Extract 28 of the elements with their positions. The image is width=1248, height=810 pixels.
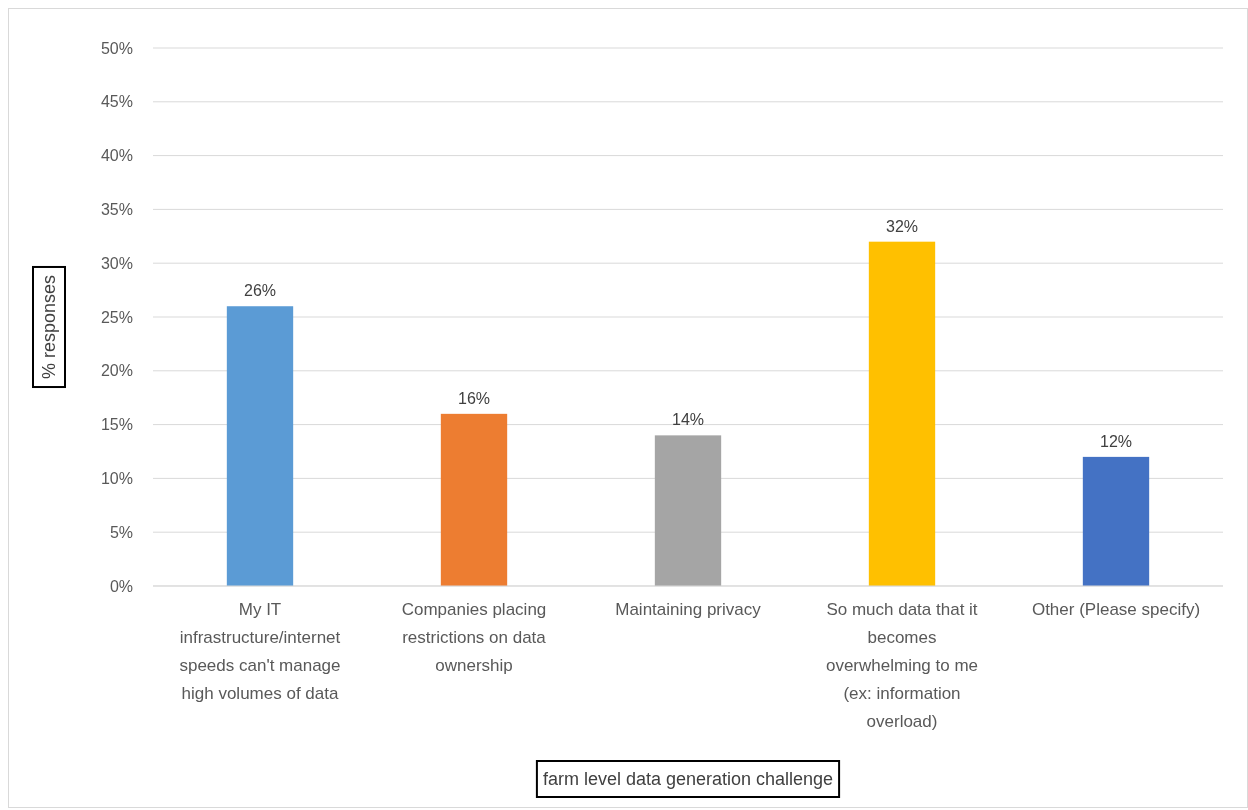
bar [440, 413, 508, 586]
y-tick-label: 25% [100, 308, 133, 326]
y-tick-label: 45% [100, 93, 133, 111]
data-label: 16% [457, 389, 491, 407]
x-tick-label: Maintaining privacy [615, 600, 762, 619]
data-label: 14% [671, 411, 705, 429]
y-tick-label: 5% [109, 523, 133, 541]
data-label: 32% [885, 217, 919, 235]
bar [654, 435, 722, 586]
y-tick-label: 35% [100, 201, 133, 218]
bar [1082, 456, 1150, 586]
y-tick-label: 50% [100, 39, 133, 57]
data-label: 26% [243, 282, 277, 300]
y-tick-label: 30% [100, 254, 133, 272]
bar [868, 241, 936, 586]
x-tick-label: So much data that it becomes overwhelming to me (ex: information overload) [825, 600, 979, 731]
y-axis-title: % responses [39, 274, 60, 380]
y-tick-label: 10% [100, 470, 133, 487]
x-tick-label: Companies placing restrictions on data ownership [401, 600, 547, 675]
data-label: 12% [1099, 432, 1133, 450]
x-tick-label: My IT infrastructure/internet speeds can't manage high volumes of data [179, 600, 341, 703]
y-tick-label: 40% [100, 147, 133, 165]
x-axis-title: farm level data generation challenge [542, 769, 834, 790]
y-tick-label: 20% [100, 362, 133, 380]
y-tick-label: 0% [109, 577, 133, 595]
x-tick-label: Other (Please specify) [1031, 600, 1201, 619]
y-tick-label: 15% [100, 416, 133, 434]
bar [226, 306, 294, 586]
